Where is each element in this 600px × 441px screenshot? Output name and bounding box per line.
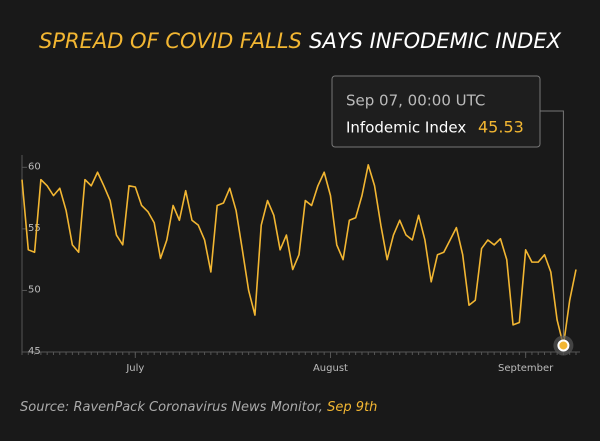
source-text: Source: RavenPack Coronavirus News Monit… [20, 400, 327, 415]
y-tick-label: 45 [28, 346, 41, 357]
plot: 45 50 55 60 July August September [21, 155, 580, 374]
tooltip-connector [540, 110, 564, 338]
y-tick-label: 60 [28, 161, 41, 172]
tooltip: Sep 07, 00:00 UTC Infodemic Index 45.53 [331, 75, 564, 338]
x-tick-label: September [498, 363, 554, 374]
tooltip-label: Infodemic Index [346, 119, 466, 137]
source: Source: RavenPack Coronavirus News Monit… [20, 400, 377, 415]
tooltip-title: Sep 07, 00:00 UTC [346, 92, 485, 110]
y-tick-label: 50 [28, 284, 41, 295]
highlight-point [557, 339, 570, 352]
chart-title: SPREAD OF COVID FALLS SAYS INFODEMIC INDE… [39, 29, 562, 53]
source-date: Sep 9th [327, 400, 377, 415]
tooltip-value: 45.53 [478, 118, 524, 137]
x-tick-label: July [125, 363, 144, 374]
title-rest: SAYS INFODEMIC INDEX [309, 29, 561, 53]
x-tick-label: August [313, 363, 348, 374]
title-highlight: SPREAD OF COVID FALLS [39, 29, 302, 53]
line [21, 164, 577, 347]
y-tick-label: 55 [28, 223, 41, 234]
